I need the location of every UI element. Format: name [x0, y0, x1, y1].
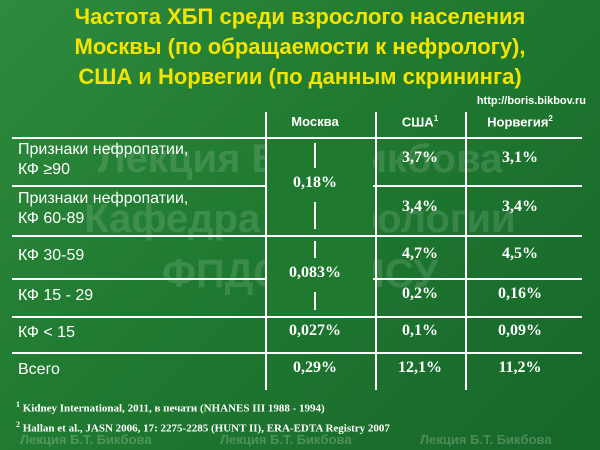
header-text: США — [401, 114, 434, 130]
col-line — [375, 112, 377, 390]
title-line: США и Норвегии (по данным скрининга) — [78, 64, 522, 89]
header-text: Москва — [291, 114, 339, 129]
merged-cell — [267, 139, 373, 235]
cell: 3,4% — [502, 198, 538, 215]
column-header: США1 — [370, 114, 470, 129]
row-label: Признаки нефропатии, — [18, 190, 189, 207]
row-line — [12, 352, 582, 354]
column-header: Норвегия2 — [470, 114, 570, 129]
cell: 3,4% — [402, 198, 438, 215]
row-label: КФ 15 - 29 — [18, 287, 94, 304]
cell: 0,16% — [498, 285, 542, 302]
cell: 12,1% — [398, 359, 442, 376]
footer-watermark: Лекция Б.Т. Бикбова — [420, 432, 552, 447]
footnote: 2 Hallan et al., JASN 2006, 17: 2275-228… — [16, 420, 390, 435]
arrow — [314, 143, 316, 168]
footer-watermark: Лекция Б.Т. Бикбова — [20, 432, 152, 447]
cell: 0,083% — [289, 263, 341, 281]
row-label: Признаки нефропатии, — [18, 141, 189, 158]
cell: 4,5% — [502, 244, 538, 262]
title-line: Москвы (по обращаемости к нефрологу), — [74, 34, 526, 59]
footnote-text: Kidney International, 2011, в печати (NH… — [20, 402, 325, 415]
row-label: КФ < 15 — [18, 324, 75, 341]
merged-cell — [267, 237, 373, 316]
header-text: Норвегия — [487, 114, 549, 130]
cell: 11,2% — [498, 359, 542, 376]
cell: 0,1% — [402, 322, 438, 339]
cell: 0,29% — [293, 359, 337, 376]
footer-watermark: Лекция Б.Т. Бикбова — [220, 432, 352, 447]
column-header: Москва — [265, 114, 365, 129]
arrow — [314, 291, 316, 310]
col-line — [265, 112, 267, 390]
cell: 3,7% — [402, 149, 438, 166]
footnote: 1 Kidney International, 2011, в печати (… — [16, 400, 325, 415]
note-mark: 1 — [16, 400, 20, 409]
arrow — [314, 202, 316, 229]
cell: 4,7% — [402, 244, 438, 262]
note-mark: 1 — [433, 114, 439, 123]
row-line — [12, 137, 582, 139]
cell: 0,18% — [293, 174, 337, 191]
note-mark: 2 — [548, 114, 553, 123]
cell: 0,2% — [402, 285, 438, 302]
col-line — [465, 112, 467, 390]
row-line — [12, 316, 582, 318]
arrow — [314, 241, 316, 258]
cell: 0,027% — [289, 322, 341, 339]
title-line: Частота ХБП среди взрослого населения — [74, 4, 526, 29]
cell: 3,1% — [502, 149, 538, 166]
row-label: КФ 60-89 — [18, 210, 85, 227]
row-label: КФ 30-59 — [18, 246, 85, 264]
footnote-text: Hallan et al., JASN 2006, 17: 2275-2285 … — [20, 422, 390, 435]
row-label: КФ ≥90 — [18, 161, 70, 178]
note-mark: 2 — [16, 420, 20, 429]
row-label: Всего — [18, 361, 60, 378]
cell: 0,09% — [498, 322, 542, 339]
url: http://boris.bikbov.ru — [476, 95, 586, 107]
row-line — [12, 235, 582, 237]
